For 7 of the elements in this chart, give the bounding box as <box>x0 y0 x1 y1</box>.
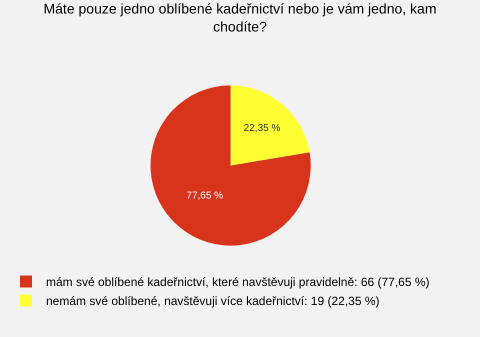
data-label: 77,65 % <box>186 190 224 202</box>
pie-slice <box>230 85 310 166</box>
legend-label: mám své oblíbené kadeřnictví, které navštěvuji pravidelně: 66 (77,65 %) <box>46 275 430 290</box>
data-label: 22,35 % <box>244 122 280 134</box>
pie-slice <box>150 85 311 246</box>
chart-title: Máte pouze jedno oblíbené kadeřnictví nebo je vám jedno, kam chodíte? <box>43 0 437 35</box>
legend-label: nemám své oblíbené, navštěvuji více kadeřnictví: 19 (22,35 %) <box>46 294 380 308</box>
